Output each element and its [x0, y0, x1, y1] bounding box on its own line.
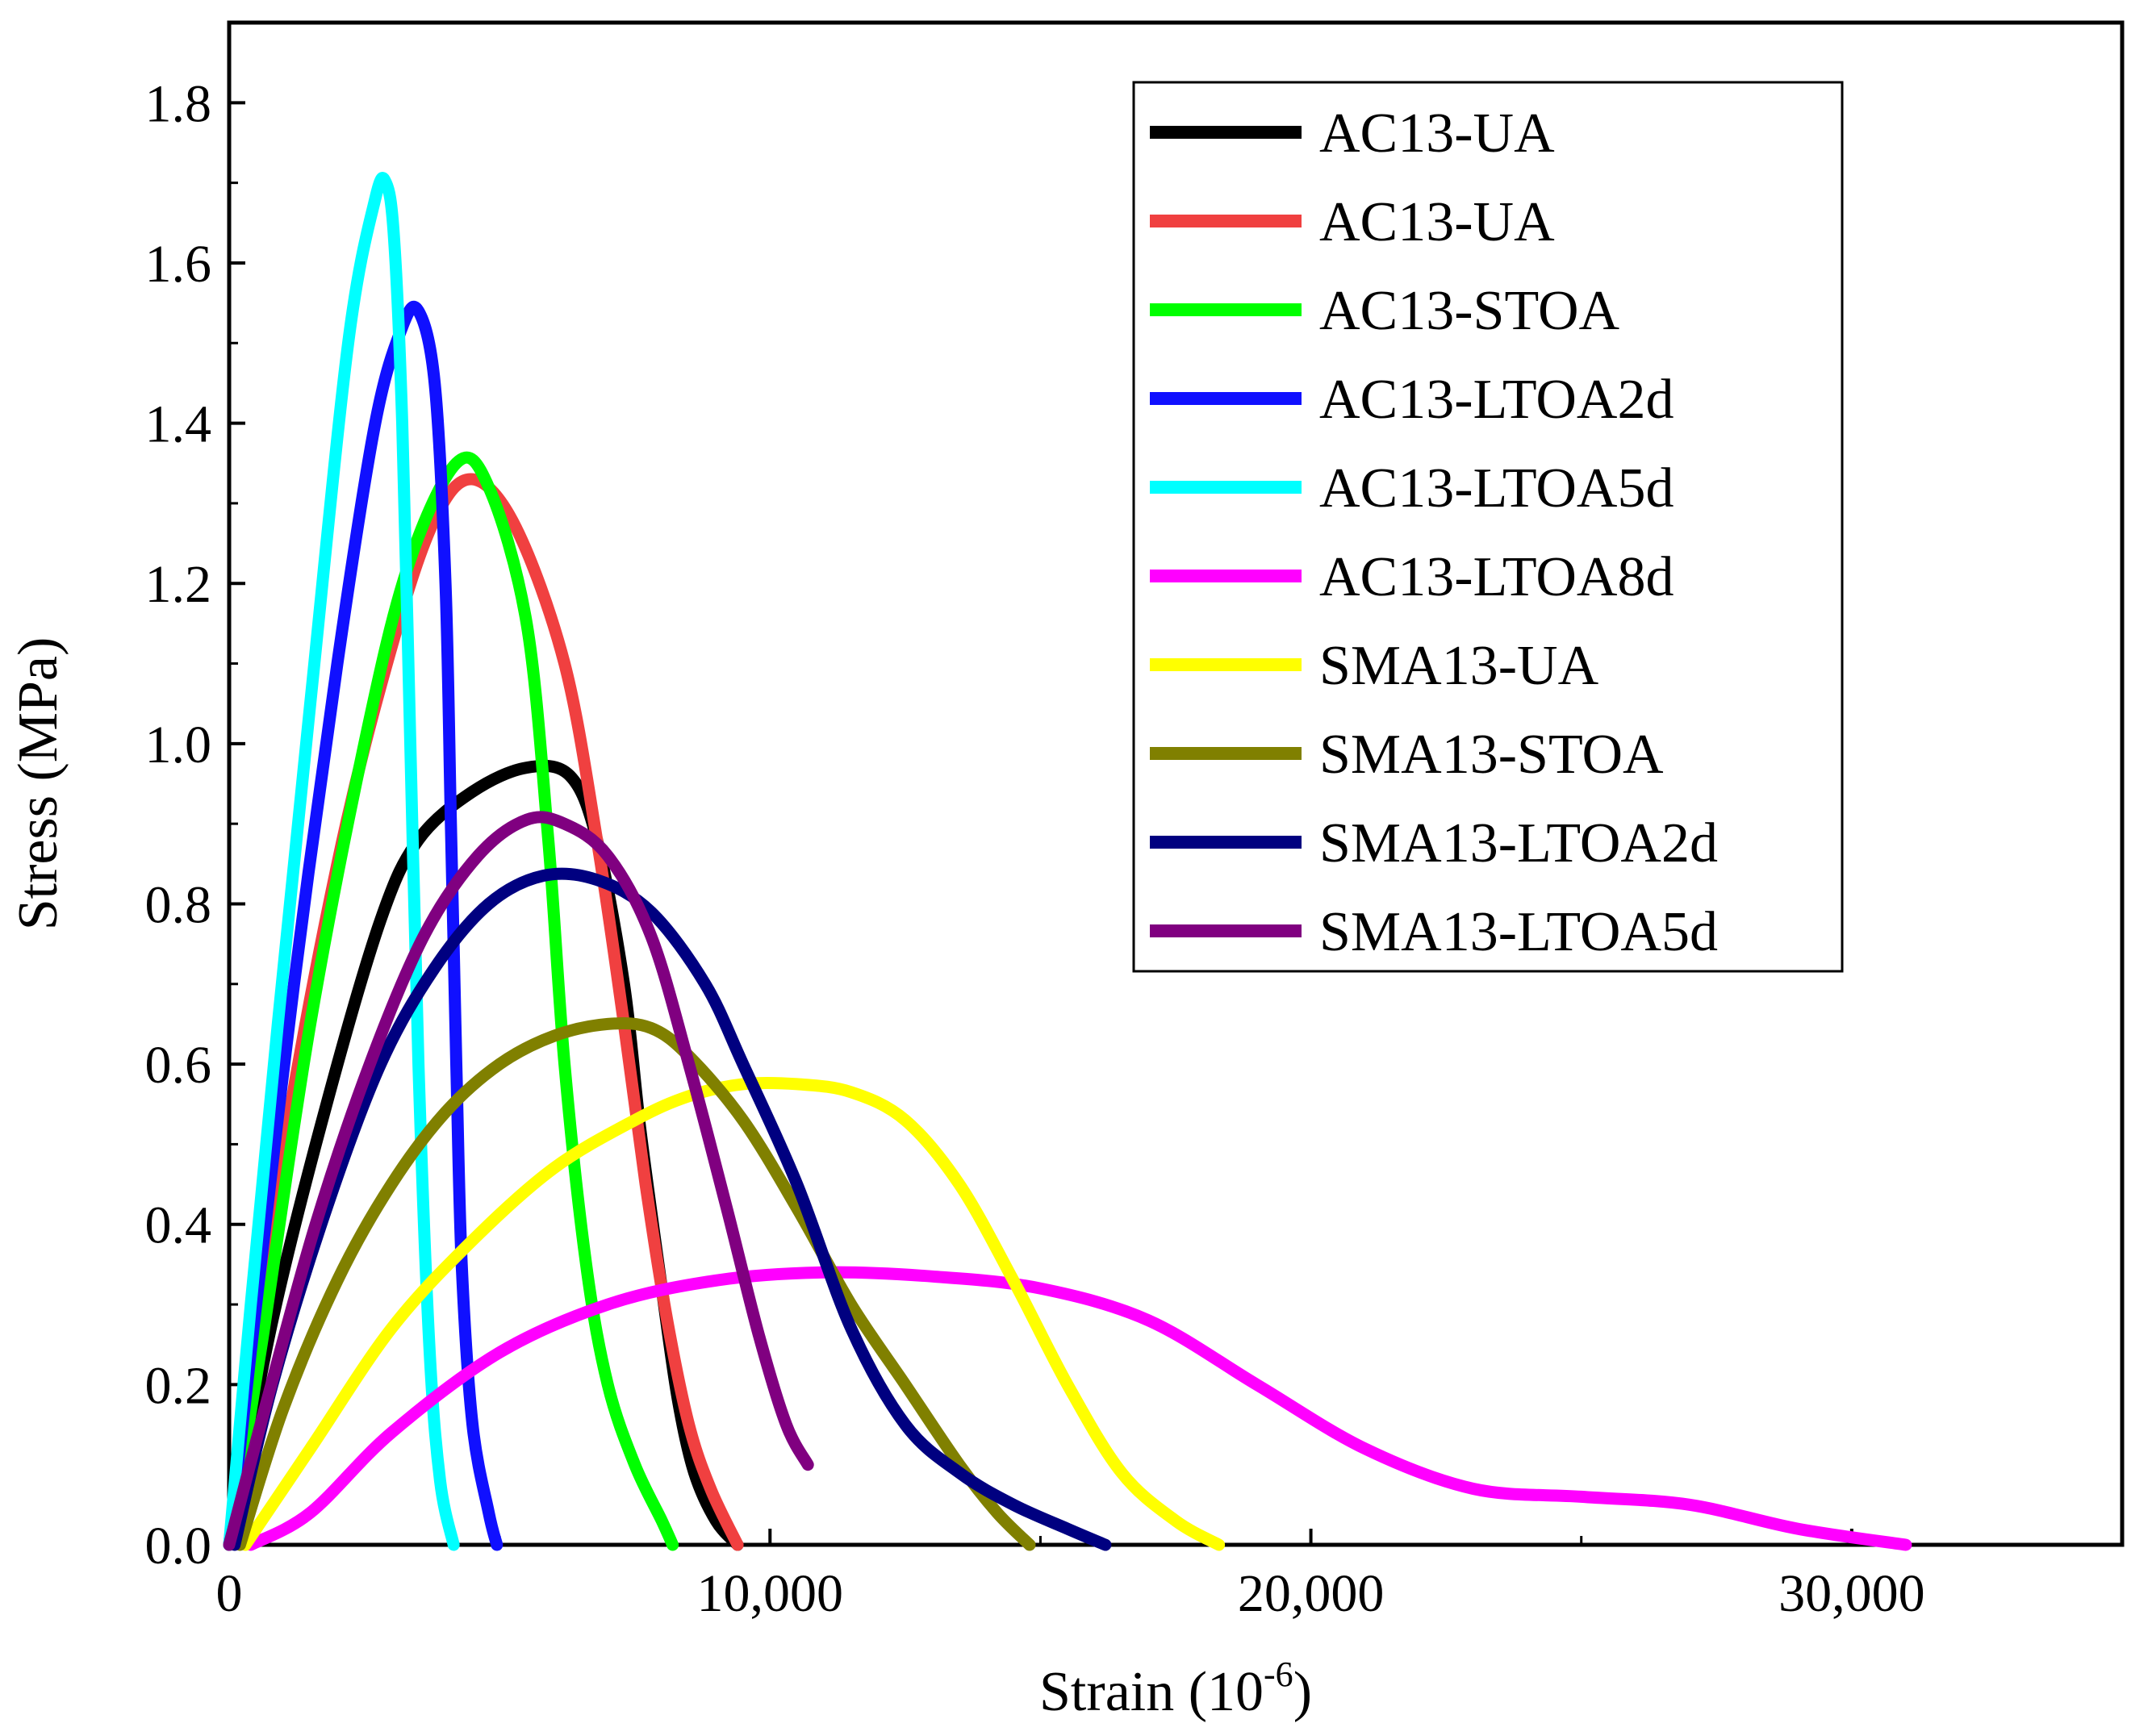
series-line-ac13-ltoa5d-4	[223, 172, 460, 1551]
legend-label: SMA13-UA	[1319, 635, 1599, 697]
x-tick-label: 10,000	[697, 1564, 844, 1623]
series-line-ac13-stoa-2	[223, 451, 679, 1551]
y-tick-label: 0.0	[145, 1517, 212, 1575]
x-tick-label: 0	[216, 1564, 243, 1623]
y-tick-label: 0.4	[145, 1196, 212, 1255]
legend-label: AC13-UA	[1319, 102, 1555, 165]
legend-label: AC13-LTOA2d	[1319, 369, 1674, 431]
series-line-sma13-stoa-7	[233, 1017, 1036, 1551]
series-line-sma13-ltoa5d-9	[223, 811, 814, 1551]
series-line-ac13-ua-1	[223, 473, 744, 1551]
y-tick-label: 1.0	[145, 716, 212, 774]
legend-box	[1132, 81, 1844, 973]
series-line-ac13-ltoa2d-3	[223, 300, 504, 1551]
y-tick-label: 1.6	[145, 235, 212, 294]
series-line-sma13-ua-6	[239, 1076, 1226, 1551]
legend-label: AC13-LTOA5d	[1319, 457, 1674, 520]
legend-label: SMA13-LTOA5d	[1319, 901, 1718, 963]
y-tick-label: 0.8	[145, 875, 212, 934]
y-tick-label: 1.2	[145, 555, 212, 614]
legend: AC13-UA AC13-UA AC13-STOA AC13-LTOA2d AC13-L…	[1132, 81, 1844, 973]
legend-label: AC13-UA	[1319, 191, 1555, 253]
y-tick-label: 0.6	[145, 1036, 212, 1095]
y-axis: 0.0 0.2 0.4 0.6 0.8 1.0 1.2 1.4 1.6 1.8	[145, 21, 245, 1575]
y-tick-label: 0.2	[145, 1356, 212, 1415]
y-tick-label: 1.8	[145, 74, 212, 133]
series-line-ac13-ltoa8d-5	[244, 1266, 1912, 1551]
x-axis: 0 10,000 20,000 30,000	[216, 1529, 1925, 1623]
y-axis-title: Stress (MPa)	[7, 637, 69, 931]
x-tick-label: 20,000	[1238, 1564, 1385, 1623]
y-tick-label: 1.4	[145, 395, 212, 454]
series-line-sma13-ltoa2d-8	[228, 867, 1112, 1551]
legend-label: SMA13-STOA	[1319, 724, 1664, 786]
x-tick-label: 30,000	[1778, 1564, 1925, 1623]
legend-label: AC13-LTOA8d	[1319, 546, 1674, 608]
plot-frame	[227, 20, 2125, 1547]
legend-label: SMA13-LTOA2d	[1319, 812, 1718, 874]
series-lines	[223, 172, 1912, 1551]
legend-label: AC13-STOA	[1319, 280, 1620, 342]
x-axis-title: Strain (10-6)	[1039, 1655, 1312, 1723]
